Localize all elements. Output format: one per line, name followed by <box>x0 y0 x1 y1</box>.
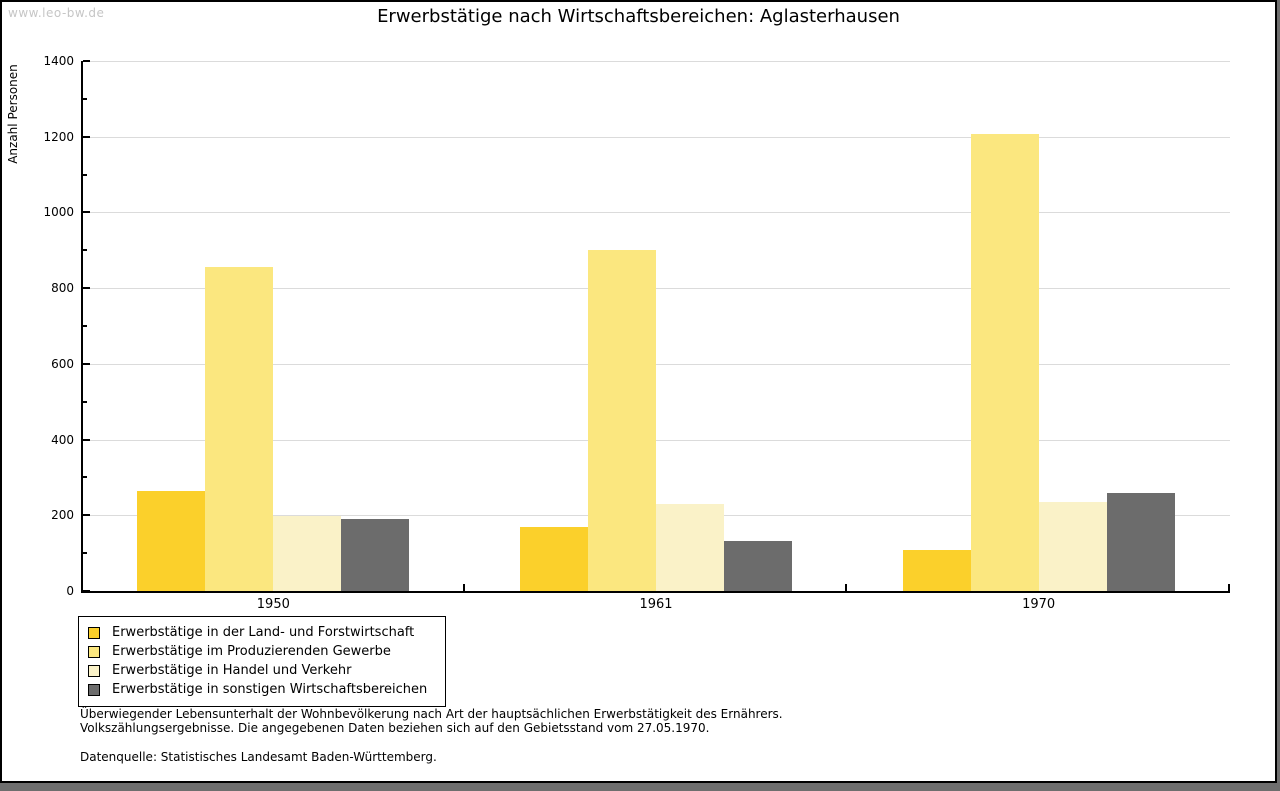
y-axis-tick <box>83 590 90 592</box>
bar-1970-series-4 <box>1106 493 1175 591</box>
y-axis-tick <box>83 514 90 517</box>
y-axis-minor-tick <box>83 325 87 327</box>
bar-1970-series-3 <box>1038 502 1107 591</box>
y-axis-tick-label: 800 <box>51 281 74 296</box>
x-axis-line <box>81 591 1230 593</box>
y-axis-tick <box>83 438 90 441</box>
bar-1961-series-3 <box>656 503 724 591</box>
gridline-1200 <box>82 136 1230 138</box>
y-axis-minor-tick <box>83 97 87 100</box>
bar-1970-series-1 <box>902 549 971 591</box>
legend-item-label: Erwerbstätige in sonstigen Wirtschaftsbe… <box>112 682 428 697</box>
y-axis-tick-label: 0 <box>66 584 74 598</box>
x-axis-category-label: 1950 <box>256 597 290 612</box>
legend-color-swatch-icon <box>88 645 100 658</box>
legend-color-swatch-icon <box>88 626 100 639</box>
legend-item-label: Erwerbstätige im Produzierenden Gewerbe <box>112 644 391 659</box>
y-axis-tick-label: 1400 <box>43 54 74 68</box>
y-axis-tick-label: 200 <box>51 508 74 523</box>
gridline-600 <box>82 363 1230 365</box>
x-axis-tick <box>845 584 848 591</box>
legend: Erwerbstätige in der Land- und Forstwirt… <box>78 616 446 707</box>
gridline-1000 <box>82 212 1230 214</box>
legend-item: Erwerbstätige in der Land- und Forstwirt… <box>88 623 436 642</box>
x-axis-category-label: 1961 <box>639 597 673 612</box>
y-axis-minor-tick <box>83 173 87 176</box>
y-axis-minor-tick <box>83 249 87 252</box>
bar-1961-series-2 <box>588 249 656 591</box>
y-axis-tick <box>83 287 90 290</box>
y-axis-minor-tick <box>83 552 87 555</box>
bar-1950-series-3 <box>273 516 342 591</box>
y-axis-tick-label: 1200 <box>43 129 74 144</box>
y-axis-tick <box>83 135 90 138</box>
y-axis-minor-tick <box>83 476 87 479</box>
y-axis-tick-label: 1000 <box>43 205 74 220</box>
y-axis-tick <box>83 60 90 62</box>
legend-color-swatch-icon <box>88 664 100 677</box>
bar-1961-series-4 <box>724 540 792 591</box>
y-axis-tick <box>83 362 90 365</box>
bar-1950-series-1 <box>137 490 206 591</box>
plot-area: 1950 1961 1970 0 200 400 600 800 1000 1200 1400 <box>2 2 1275 781</box>
bar-1950-series-2 <box>205 266 274 591</box>
legend-color-swatch-icon <box>88 683 100 696</box>
y-axis-tick-label: 600 <box>51 356 74 371</box>
legend-item-label: Erwerbstätige in der Land- und Forstwirt… <box>112 625 415 640</box>
watermark: www.leo-bw.de <box>8 6 105 20</box>
legend-item-label: Erwerbstätige in Handel und Verkehr <box>112 663 352 678</box>
footnote-line-2: Volkszählungsergebnisse. Die angegebenen… <box>80 720 710 735</box>
gridline-400 <box>82 439 1230 441</box>
y-axis-tick-label: 400 <box>51 432 74 447</box>
chart-title: Erwerbstätige nach Wirtschaftsbereichen:… <box>377 6 900 27</box>
gridline-800 <box>82 288 1230 290</box>
bar-1961-series-1 <box>520 526 588 591</box>
legend-item: Erwerbstätige in Handel und Verkehr <box>88 661 436 680</box>
data-source: Datenquelle: Statistisches Landesamt Bad… <box>80 750 437 764</box>
footnote-line-1: Überwiegender Lebensunterhalt der Wohnbe… <box>80 707 783 721</box>
y-axis-line <box>81 61 83 593</box>
gridline-1400 <box>82 61 1230 62</box>
bar-1950-series-4 <box>341 519 410 591</box>
y-axis-minor-tick <box>83 400 87 403</box>
legend-item: Erwerbstätige im Produzierenden Gewerbe <box>88 642 436 661</box>
footnote: Überwiegender Lebensunterhalt der Wohnbe… <box>80 707 783 735</box>
legend-item: Erwerbstätige in sonstigen Wirtschaftsbe… <box>88 680 436 699</box>
bar-1970-series-2 <box>970 134 1039 591</box>
x-axis-category-label: 1970 <box>1022 597 1056 612</box>
x-axis-tick <box>1228 584 1230 591</box>
y-axis-tick <box>83 211 90 214</box>
x-axis-tick <box>462 584 465 591</box>
